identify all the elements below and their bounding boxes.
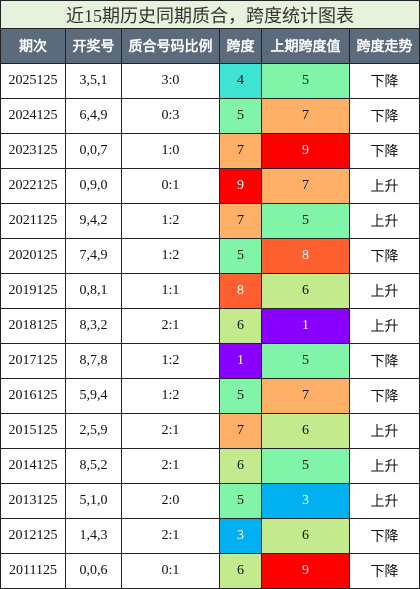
prime-ratio-cell: 2:1 (122, 519, 220, 554)
prime-ratio-cell: 0:3 (122, 99, 220, 134)
draw-number-cell: 8,3,2 (66, 309, 122, 344)
draw-number-cell: 7,4,9 (66, 239, 122, 274)
prime-ratio-cell: 2:0 (122, 484, 220, 519)
span-cell: 6 (220, 449, 262, 484)
span-trend-cell: 下降 (350, 379, 420, 414)
period-cell: 2011125 (0, 554, 66, 589)
span-trend-cell: 上升 (350, 274, 420, 309)
period-cell: 2025125 (0, 64, 66, 99)
draw-number-cell: 1,4,3 (66, 519, 122, 554)
period-cell: 2016125 (0, 379, 66, 414)
draw-number-cell: 6,4,9 (66, 99, 122, 134)
column-header: 跨度 (220, 29, 262, 64)
span-trend-cell: 上升 (350, 169, 420, 204)
draw-number-cell: 9,4,2 (66, 204, 122, 239)
span-trend-cell: 下降 (350, 134, 420, 169)
prime-ratio-cell: 1:2 (122, 239, 220, 274)
period-cell: 2019125 (0, 274, 66, 309)
period-cell: 2024125 (0, 99, 66, 134)
span-cell: 7 (220, 204, 262, 239)
prev-span-cell: 8 (262, 239, 350, 274)
span-trend-cell: 下降 (350, 239, 420, 274)
column-header: 期次 (0, 29, 66, 64)
period-cell: 2023125 (0, 134, 66, 169)
period-cell: 2017125 (0, 344, 66, 379)
prev-span-cell: 5 (262, 344, 350, 379)
span-cell: 8 (220, 274, 262, 309)
prev-span-cell: 7 (262, 99, 350, 134)
span-cell: 3 (220, 519, 262, 554)
span-trend-cell: 下降 (350, 344, 420, 379)
column-header: 上期跨度值 (262, 29, 350, 64)
prev-span-cell: 6 (262, 274, 350, 309)
column-header: 开奖号 (66, 29, 122, 64)
prev-span-cell: 5 (262, 64, 350, 99)
span-cell: 6 (220, 554, 262, 589)
span-cell: 5 (220, 484, 262, 519)
period-cell: 2021125 (0, 204, 66, 239)
span-trend-cell: 上升 (350, 449, 420, 484)
period-cell: 2013125 (0, 484, 66, 519)
span-trend-cell: 上升 (350, 414, 420, 449)
period-cell: 2014125 (0, 449, 66, 484)
span-cell: 9 (220, 169, 262, 204)
prime-ratio-cell: 3:0 (122, 64, 220, 99)
prime-ratio-cell: 1:1 (122, 274, 220, 309)
draw-number-cell: 0,0,6 (66, 554, 122, 589)
draw-number-cell: 0,9,0 (66, 169, 122, 204)
prime-ratio-cell: 2:1 (122, 309, 220, 344)
span-trend-cell: 上升 (350, 484, 420, 519)
draw-number-cell: 5,9,4 (66, 379, 122, 414)
prime-ratio-cell: 2:1 (122, 449, 220, 484)
span-trend-cell: 下降 (350, 99, 420, 134)
prev-span-cell: 7 (262, 379, 350, 414)
period-cell: 2012125 (0, 519, 66, 554)
prev-span-cell: 1 (262, 309, 350, 344)
span-trend-cell: 下降 (350, 554, 420, 589)
column-header: 质合号码比例 (122, 29, 220, 64)
draw-number-cell: 0,8,1 (66, 274, 122, 309)
span-cell: 6 (220, 309, 262, 344)
column-header: 跨度走势 (350, 29, 420, 64)
period-cell: 2018125 (0, 309, 66, 344)
prev-span-cell: 6 (262, 414, 350, 449)
span-cell: 4 (220, 64, 262, 99)
prime-ratio-cell: 1:2 (122, 204, 220, 239)
draw-number-cell: 0,0,7 (66, 134, 122, 169)
prev-span-cell: 3 (262, 484, 350, 519)
prime-ratio-cell: 1:0 (122, 134, 220, 169)
draw-number-cell: 2,5,9 (66, 414, 122, 449)
draw-number-cell: 5,1,0 (66, 484, 122, 519)
prev-span-cell: 9 (262, 554, 350, 589)
prev-span-cell: 9 (262, 134, 350, 169)
prime-ratio-cell: 0:1 (122, 554, 220, 589)
draw-number-cell: 8,7,8 (66, 344, 122, 379)
span-trend-cell: 上升 (350, 309, 420, 344)
draw-number-cell: 3,5,1 (66, 64, 122, 99)
prime-ratio-cell: 0:1 (122, 169, 220, 204)
span-trend-cell: 下降 (350, 64, 420, 99)
period-cell: 2015125 (0, 414, 66, 449)
prime-ratio-cell: 1:2 (122, 379, 220, 414)
span-cell: 5 (220, 239, 262, 274)
span-cell: 5 (220, 379, 262, 414)
prev-span-cell: 6 (262, 519, 350, 554)
span-cell: 1 (220, 344, 262, 379)
prev-span-cell: 5 (262, 449, 350, 484)
period-cell: 2020125 (0, 239, 66, 274)
prev-span-cell: 5 (262, 204, 350, 239)
prime-ratio-cell: 1:2 (122, 344, 220, 379)
span-cell: 5 (220, 99, 262, 134)
span-trend-cell: 上升 (350, 204, 420, 239)
prime-ratio-cell: 2:1 (122, 414, 220, 449)
span-cell: 7 (220, 414, 262, 449)
prev-span-cell: 7 (262, 169, 350, 204)
span-cell: 7 (220, 134, 262, 169)
draw-number-cell: 8,5,2 (66, 449, 122, 484)
table-title: 近15期历史同期质合，跨度统计图表 (0, 0, 420, 29)
span-trend-cell: 下降 (350, 519, 420, 554)
period-cell: 2022125 (0, 169, 66, 204)
